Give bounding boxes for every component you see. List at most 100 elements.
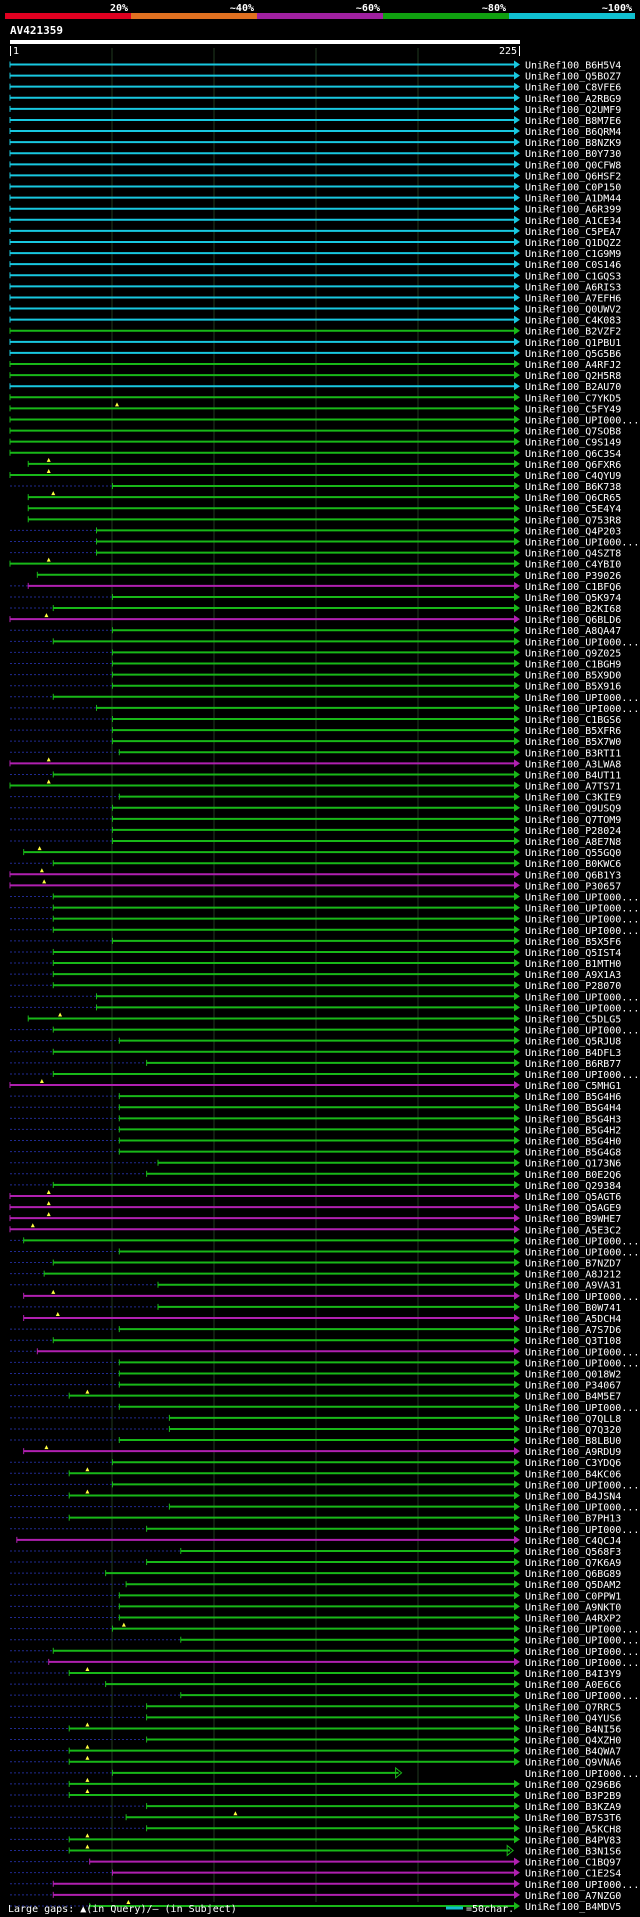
hit-row[interactable]: UniRef100_B5X916 <box>10 681 621 693</box>
hit-row[interactable]: UniRef100_C4K083 <box>9 315 621 327</box>
hit-row[interactable]: UniRef100_B5G4H4 <box>10 1103 621 1114</box>
hit-row[interactable]: UniRef100_C0P150 <box>9 182 621 194</box>
hit-label[interactable]: UniRef100_A5KCH8 <box>525 1824 621 1835</box>
hit-label[interactable]: UniRef100_UPI000... <box>525 1691 639 1702</box>
hit-row[interactable]: UniRef100_UPI000... <box>10 1622 639 1636</box>
hit-row[interactable]: UniRef100_UPI000... <box>10 692 639 704</box>
hit-label[interactable]: UniRef100_B5G4H6 <box>525 1092 621 1103</box>
hit-row[interactable]: UniRef100_C3YDQ6 <box>10 1458 621 1469</box>
hit-row[interactable]: UniRef100_B2VZF2 <box>9 326 621 338</box>
hit-row[interactable]: UniRef100_UPI000... <box>10 914 639 926</box>
hit-row[interactable]: UniRef100_B2AU70 <box>9 382 621 393</box>
hit-row[interactable]: UniRef100_B6QRM4 <box>9 127 621 138</box>
hit-row[interactable]: UniRef100_UPI000... <box>9 415 639 426</box>
hit-label[interactable]: UniRef100_C0P150 <box>525 183 621 194</box>
hit-label[interactable]: UniRef100_Q5AGE9 <box>525 1203 621 1214</box>
hit-label[interactable]: UniRef100_UPI000... <box>525 1247 639 1258</box>
hit-row[interactable]: UniRef100_UPI000... <box>23 1289 640 1303</box>
hit-label[interactable]: UniRef100_UPI000... <box>525 704 639 715</box>
hit-row[interactable]: UniRef100_A8J212 <box>10 1269 621 1281</box>
hit-row[interactable]: UniRef100_UPI000... <box>10 1358 639 1369</box>
hit-row[interactable]: UniRef100_Q296B6 <box>10 1777 621 1791</box>
hit-label[interactable]: UniRef100_C1E2S4 <box>525 1869 621 1880</box>
hit-label[interactable]: UniRef100_Q3T108 <box>525 1336 621 1347</box>
hit-row[interactable]: UniRef100_B0W741 <box>10 1302 621 1314</box>
hit-label[interactable]: UniRef100_UPI000... <box>525 1525 639 1536</box>
hit-row[interactable]: UniRef100_B4JSN4 <box>10 1489 621 1502</box>
hit-row[interactable]: UniRef100_Q9VNA6 <box>10 1755 621 1769</box>
hit-row[interactable]: UniRef100_B4QWA7 <box>10 1744 621 1758</box>
hit-label[interactable]: UniRef100_Q5K974 <box>525 593 621 604</box>
hit-row[interactable]: UniRef100_UPI000... <box>10 1524 639 1536</box>
hit-row[interactable]: UniRef100_B5G4H3 <box>10 1114 621 1125</box>
hit-label[interactable]: UniRef100_A8E7N8 <box>525 837 621 848</box>
hit-label[interactable]: UniRef100_C0S146 <box>525 260 621 271</box>
hit-row[interactable]: UniRef100_Q4SZT8 <box>10 548 621 560</box>
hit-label[interactable]: UniRef100_C1BGS6 <box>525 715 621 726</box>
hit-label[interactable]: UniRef100_C4QCJ4 <box>525 1536 621 1547</box>
hit-label[interactable]: UniRef100_A6RIS3 <box>525 282 621 293</box>
hit-row[interactable]: UniRef100_B4KC06 <box>10 1467 621 1480</box>
hit-row[interactable]: UniRef100_UPI000... <box>10 925 639 937</box>
hit-row[interactable]: UniRef100_A5E3C2 <box>9 1223 621 1236</box>
hit-row[interactable]: UniRef100_C5MHG1 <box>9 1079 621 1092</box>
hit-label[interactable]: UniRef100_Q4SZT8 <box>525 549 621 560</box>
hit-label[interactable]: UniRef100_UPI000... <box>525 1625 639 1636</box>
hit-label[interactable]: UniRef100_B5G4G8 <box>525 1148 621 1159</box>
hit-row[interactable]: UniRef100_UPI000... <box>10 637 639 648</box>
hit-label[interactable]: UniRef100_C8VFE6 <box>525 83 621 94</box>
hit-row[interactable]: UniRef100_UPI000... <box>10 1657 639 1669</box>
hit-row[interactable]: UniRef100_A5KCH8 <box>10 1824 621 1835</box>
hit-row[interactable]: UniRef100_UPI000... <box>10 537 639 548</box>
hit-label[interactable]: UniRef100_B4QWA7 <box>525 1747 621 1758</box>
hit-label[interactable]: UniRef100_Q5BOZ7 <box>525 72 621 83</box>
hit-row[interactable]: UniRef100_A7NZG0 <box>10 1890 621 1902</box>
hit-label[interactable]: UniRef100_B5X916 <box>525 682 621 693</box>
hit-label[interactable]: UniRef100_B1MTH0 <box>525 959 621 970</box>
hit-label[interactable]: UniRef100_Q296B6 <box>525 1780 621 1791</box>
hit-label[interactable]: UniRef100_Q5G5B6 <box>525 349 621 360</box>
hit-row[interactable]: UniRef100_UPI000... <box>10 1646 639 1658</box>
hit-row[interactable]: UniRef100_B5G4H0 <box>10 1136 621 1148</box>
hit-label[interactable]: UniRef100_UPI000... <box>525 926 639 937</box>
hit-row[interactable]: UniRef100_Q4YUS6 <box>10 1713 621 1724</box>
hit-label[interactable]: UniRef100_B6H5V4 <box>525 61 621 72</box>
hit-label[interactable]: UniRef100_B8M7E6 <box>525 116 621 127</box>
hit-row[interactable]: UniRef100_UPI000... <box>10 703 639 715</box>
hit-row[interactable]: UniRef100_B5X5F6 <box>10 936 621 948</box>
hit-row[interactable]: UniRef100_Q7Q320 <box>10 1424 621 1436</box>
hit-label[interactable]: UniRef100_Q7K6A9 <box>525 1558 621 1569</box>
hit-row[interactable]: UniRef100_Q7K6A9 <box>10 1558 621 1569</box>
hit-row[interactable]: UniRef100_B0KWC6 <box>10 859 621 870</box>
hit-row[interactable]: UniRef100_A4RXP2 <box>10 1613 621 1625</box>
hit-label[interactable]: UniRef100_Q6FXR6 <box>525 460 621 471</box>
hit-label[interactable]: UniRef100_B9WHE7 <box>525 1214 621 1225</box>
hit-label[interactable]: UniRef100_A7S7D6 <box>525 1325 621 1336</box>
hit-label[interactable]: UniRef100_Q4YUS6 <box>525 1713 621 1724</box>
hit-label[interactable]: UniRef100_A3LWA8 <box>525 759 621 770</box>
hit-row[interactable]: UniRef100_C5PEA7 <box>9 226 621 238</box>
hit-label[interactable]: UniRef100_UPI000... <box>525 1403 639 1414</box>
hit-row[interactable]: UniRef100_B3RTI1 <box>10 748 621 759</box>
hit-label[interactable]: UniRef100_UPI000... <box>525 892 639 903</box>
hit-label[interactable]: UniRef100_Q9Z025 <box>525 648 621 659</box>
hit-row[interactable]: UniRef100_P28070 <box>10 981 621 992</box>
hit-label[interactable]: UniRef100_B6RB77 <box>525 1059 621 1070</box>
hit-label[interactable]: UniRef100_C1BGH9 <box>525 660 621 671</box>
hit-label[interactable]: UniRef100_B8NZK9 <box>525 138 621 149</box>
hit-row[interactable]: UniRef100_Q3T108 <box>10 1336 621 1347</box>
hit-row[interactable]: UniRef100_A7TS71 <box>9 779 621 793</box>
hit-row[interactable]: UniRef100_B5G4H6 <box>10 1092 621 1103</box>
hit-row[interactable]: UniRef100_Q5RJU8 <box>10 1036 621 1048</box>
hit-row[interactable]: UniRef100_Q9USQ9 <box>10 803 621 815</box>
hit-row[interactable]: UniRef100_B3KZA9 <box>10 1802 621 1813</box>
hit-row[interactable]: UniRef100_C1BFQ6 <box>10 581 621 593</box>
hit-label[interactable]: UniRef100_Q5RJU8 <box>525 1037 621 1048</box>
hit-label[interactable]: UniRef100_UPI000... <box>525 1358 639 1369</box>
hit-row[interactable]: UniRef100_C5DLG5 <box>27 1012 621 1025</box>
hit-label[interactable]: UniRef100_B5G4H3 <box>525 1114 621 1125</box>
hit-label[interactable]: UniRef100_Q5AGT6 <box>525 1192 621 1203</box>
hit-row[interactable]: UniRef100_C1E2S4 <box>10 1868 621 1880</box>
hit-label[interactable]: UniRef100_C3KIE9 <box>525 793 621 804</box>
hit-row[interactable]: UniRef100_B5G4H2 <box>10 1125 621 1136</box>
